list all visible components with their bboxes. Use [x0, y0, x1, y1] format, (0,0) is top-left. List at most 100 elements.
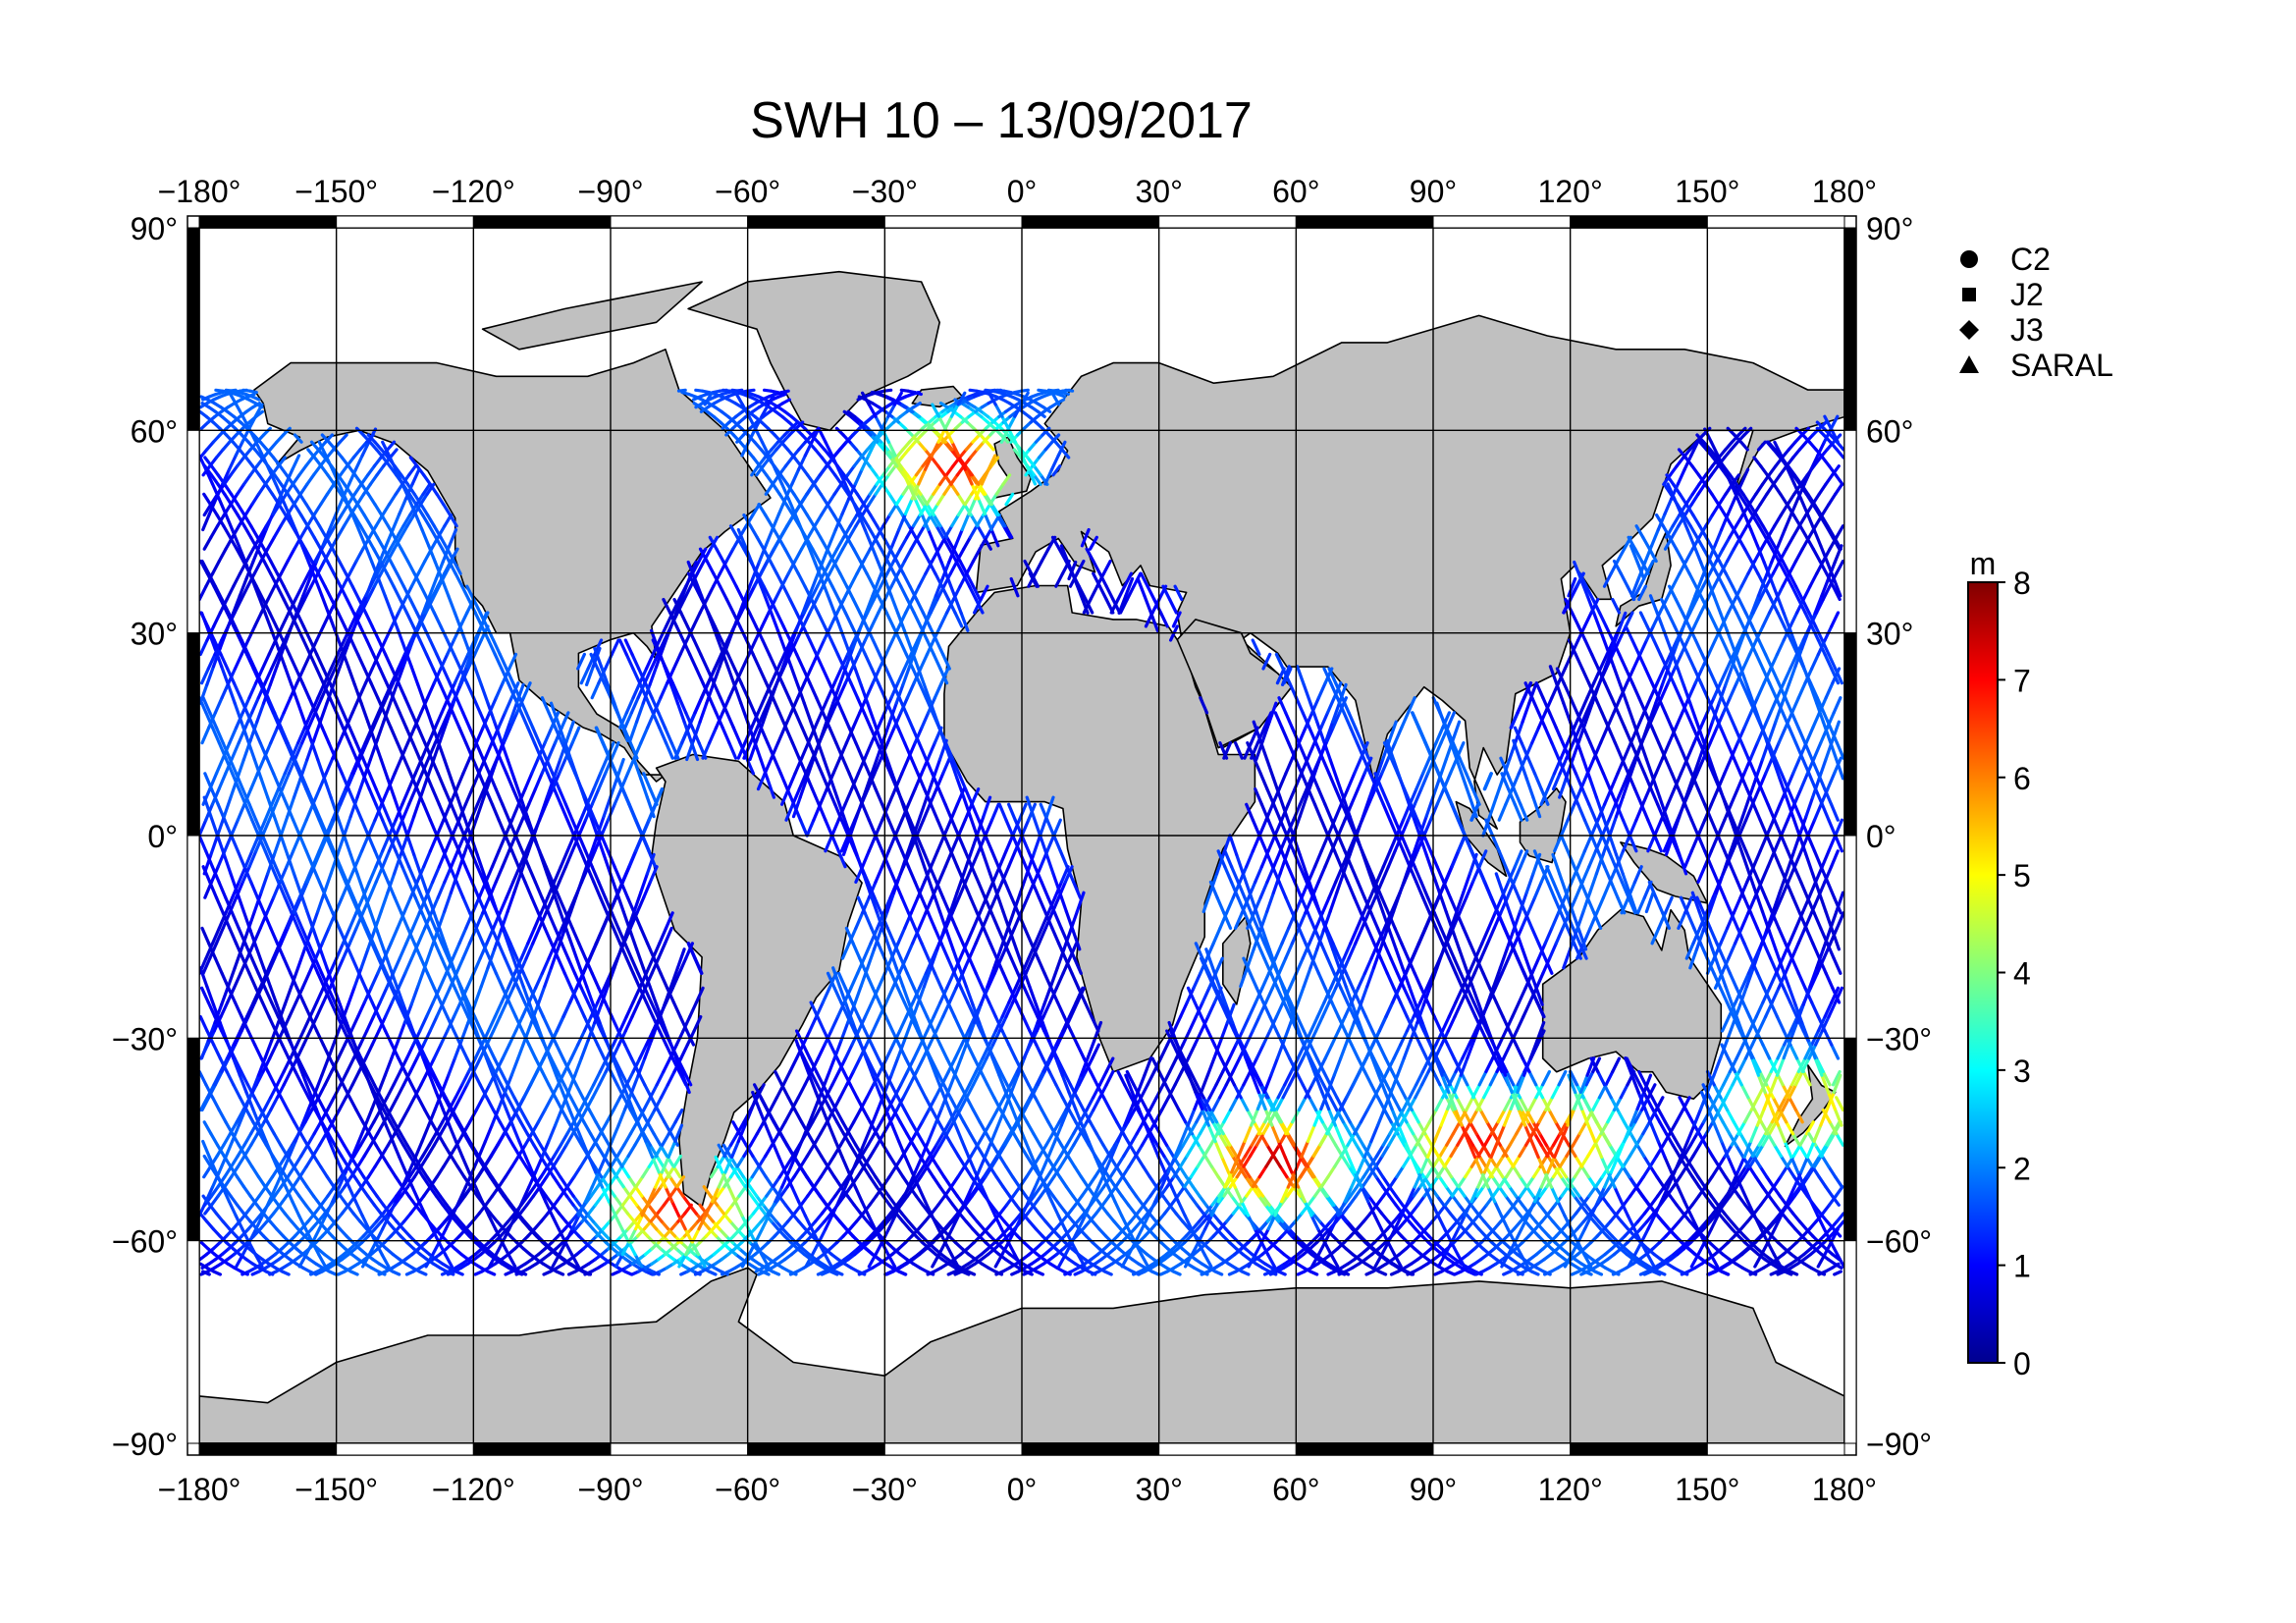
- track-segment: [898, 1120, 909, 1136]
- track-segment: [452, 1096, 462, 1112]
- track-segment: [481, 895, 492, 915]
- track-segment: [566, 956, 577, 975]
- track-segment: [412, 1164, 423, 1179]
- track-segment: [228, 756, 239, 776]
- track-segment: [1001, 473, 1012, 486]
- track-segment: [336, 1132, 347, 1147]
- track-segment: [419, 503, 430, 517]
- track-segment: [230, 911, 240, 931]
- track-segment: [199, 834, 208, 853]
- track-segment: [974, 926, 985, 946]
- track-segment: [199, 818, 208, 838]
- track-segment: [1835, 1212, 1844, 1223]
- track-segment: [1731, 584, 1741, 602]
- track-segment: [431, 865, 441, 885]
- track-segment: [444, 818, 454, 838]
- track-segment: [950, 818, 961, 838]
- track-segment: [1013, 834, 1024, 853]
- track-segment: [628, 1120, 639, 1136]
- track-segment: [492, 638, 502, 657]
- track-segment: [465, 1069, 476, 1087]
- track-segment: [263, 667, 274, 685]
- track-segment: [1796, 926, 1807, 946]
- track-segment: [273, 1185, 284, 1198]
- landmass-eurasia: [975, 314, 1844, 830]
- track-segment: [1006, 849, 1017, 869]
- track-segment: [332, 1083, 343, 1100]
- track-segment: [1088, 1120, 1098, 1136]
- track-segment: [623, 711, 634, 730]
- track-segment: [365, 1014, 375, 1033]
- track-segment: [378, 667, 389, 685]
- track-segment: [1638, 1219, 1649, 1231]
- track-segment: [1784, 696, 1794, 715]
- track-segment: [1835, 448, 1844, 460]
- track-segment: [860, 756, 871, 776]
- track-segment: [617, 638, 628, 657]
- track-segment: [461, 942, 471, 960]
- track-segment: [417, 756, 428, 776]
- track-segment: [1793, 584, 1804, 602]
- track-segment: [362, 1175, 372, 1189]
- track-segment: [242, 524, 253, 539]
- track-segment: [362, 482, 372, 496]
- track-segment: [868, 1175, 879, 1189]
- track-segment: [902, 1001, 913, 1019]
- track-segment: [824, 834, 834, 853]
- track-segment: [628, 1194, 639, 1207]
- track-segment: [602, 1164, 613, 1179]
- track-segment: [769, 1096, 779, 1112]
- track-segment: [798, 503, 809, 517]
- track-segment: [1728, 1185, 1738, 1198]
- track-segment: [944, 1194, 955, 1207]
- track-segment: [442, 986, 452, 1004]
- track-segment: [945, 535, 956, 551]
- track-segment: [342, 513, 352, 528]
- track-segment: [1028, 1219, 1039, 1231]
- track-segment: [936, 786, 947, 806]
- track-segment: [501, 849, 511, 869]
- track-segment: [595, 1143, 606, 1159]
- track-segment: [838, 1083, 849, 1100]
- track-segment: [270, 1001, 280, 1019]
- track-segment: [405, 1143, 416, 1159]
- track-segment: [346, 597, 355, 615]
- track-segment: [1128, 1185, 1139, 1198]
- track-segment: [762, 388, 773, 393]
- track-segment: [915, 1056, 926, 1074]
- track-segment: [977, 880, 988, 899]
- track-segment: [544, 895, 555, 915]
- track-segment: [905, 1132, 916, 1147]
- track-segment: [299, 1143, 309, 1159]
- track-segment: [855, 492, 866, 507]
- track-segment: [381, 834, 391, 853]
- track-segment: [400, 865, 411, 885]
- track-segment: [412, 492, 423, 507]
- track-segment: [905, 524, 916, 539]
- track-segment: [1198, 1194, 1208, 1207]
- track-segment: [904, 942, 915, 960]
- track-segment: [308, 652, 319, 671]
- track-segment: [851, 597, 862, 615]
- track-segment: [399, 524, 409, 539]
- track-segment: [375, 1194, 386, 1207]
- track-segment: [506, 1096, 516, 1112]
- track-segment: [1731, 1069, 1741, 1087]
- track-segment: [1020, 818, 1031, 838]
- track-segment: [597, 772, 608, 791]
- track-segment: [342, 1143, 352, 1159]
- track-segment: [884, 986, 895, 1004]
- track-segment: [539, 1164, 550, 1179]
- track-segment: [758, 667, 769, 685]
- track-segment: [1148, 1212, 1158, 1223]
- track-segment: [971, 1069, 982, 1087]
- track-segment: [755, 535, 766, 551]
- track-segment: [325, 559, 336, 575]
- track-segment: [388, 1212, 399, 1223]
- track-segment: [526, 1185, 537, 1198]
- track-segment: [439, 535, 450, 551]
- track-segment: [309, 1219, 320, 1231]
- track-segment: [778, 473, 789, 486]
- track-segment: [1006, 802, 1017, 822]
- track-segment: [481, 756, 492, 776]
